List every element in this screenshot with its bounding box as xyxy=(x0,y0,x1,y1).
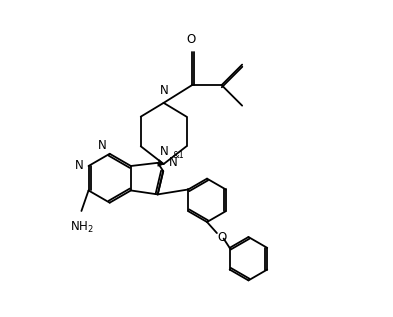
Text: N: N xyxy=(75,159,84,172)
Text: N: N xyxy=(160,145,169,158)
Text: N: N xyxy=(98,139,107,152)
Text: N: N xyxy=(169,156,178,169)
Text: N: N xyxy=(160,84,169,97)
Text: NH$_2$: NH$_2$ xyxy=(70,220,93,235)
Text: O: O xyxy=(217,231,227,244)
Text: &1: &1 xyxy=(172,151,184,160)
Text: O: O xyxy=(187,33,196,46)
